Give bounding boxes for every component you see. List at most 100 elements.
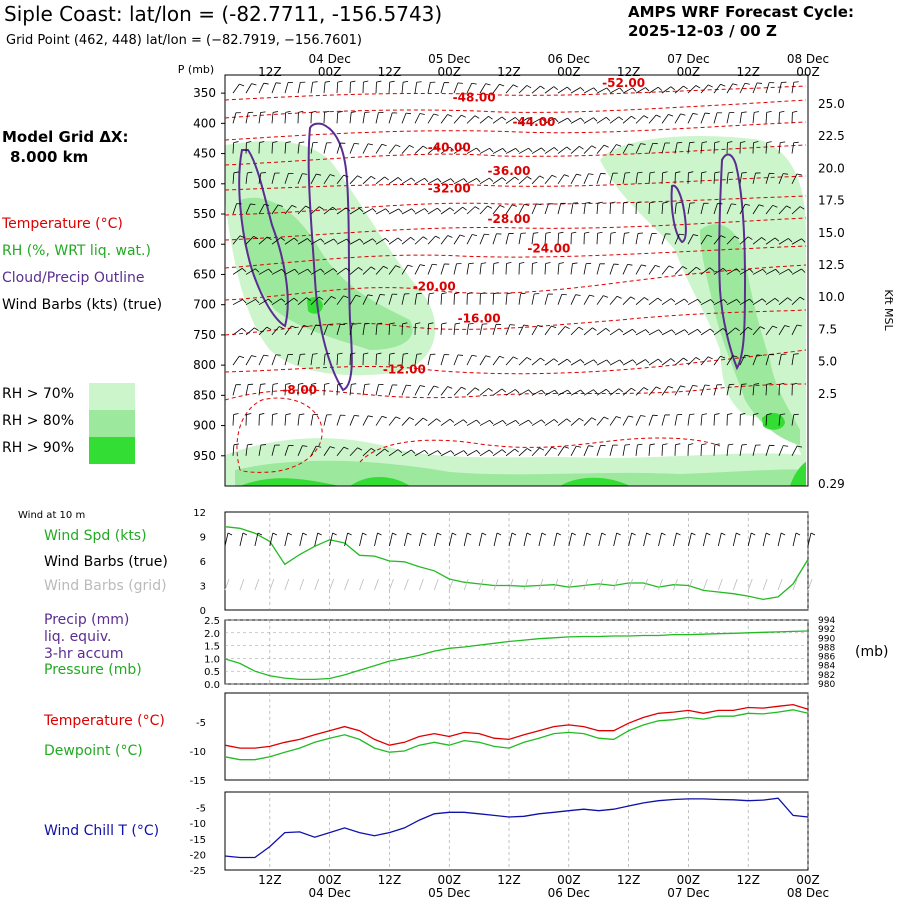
wind-barb xyxy=(427,207,438,215)
wind-barb-flag xyxy=(783,173,789,175)
wind-barb xyxy=(531,117,542,124)
pressure-tick-label: 900 xyxy=(193,419,216,433)
wind-barb-flag xyxy=(786,205,792,209)
top-time-tick: 00Z xyxy=(796,65,820,79)
wind-barb-flag xyxy=(332,206,337,211)
wind-barb xyxy=(427,293,430,305)
wind10-barb-true xyxy=(344,532,348,547)
wind-barb xyxy=(557,117,568,124)
wind-barb xyxy=(466,419,477,426)
wind-barb-flag xyxy=(526,357,532,361)
wind-barb xyxy=(687,113,694,124)
precip-panel-frame xyxy=(224,619,809,685)
wind10-barb-grid xyxy=(762,578,768,591)
wind-barb xyxy=(622,172,626,184)
wind-barb xyxy=(609,87,620,94)
wind-barb-flag xyxy=(563,446,569,449)
wind10-barb-grid xyxy=(374,578,379,591)
wind-barb xyxy=(505,263,507,275)
wind-barb-flag xyxy=(774,297,780,302)
wind-barb-flag xyxy=(499,83,505,87)
wind-barb-flag xyxy=(541,419,546,424)
wind-barb xyxy=(375,112,379,124)
top-date-label: 07 Dec xyxy=(667,52,709,66)
wind-barb xyxy=(609,328,620,336)
wind-barb-flag xyxy=(749,268,754,273)
wind-barb xyxy=(323,142,327,154)
bottom-date-label: 04 Dec xyxy=(308,886,350,900)
wind-barb-flag xyxy=(337,80,343,83)
wind-barb-flag xyxy=(692,113,698,115)
wind-barb xyxy=(375,294,381,305)
wind-barb-flag xyxy=(312,353,318,355)
wind-barb-flag xyxy=(337,111,343,113)
wind-barb-flag xyxy=(357,447,363,451)
wind-barb-flag xyxy=(511,204,517,207)
wind-barb-flag xyxy=(333,238,338,243)
wind10-barb-grid xyxy=(702,578,708,591)
wind-barb xyxy=(583,87,594,94)
wind-barb-flag xyxy=(411,208,416,213)
wind-barb xyxy=(349,112,352,124)
wind-barb-flag xyxy=(649,171,655,174)
wind-barb-flag xyxy=(318,296,324,300)
wind10-barb-true-flag xyxy=(541,532,547,536)
wind-barb xyxy=(297,354,301,366)
wind-barb-flag xyxy=(728,443,734,446)
pressure-tick-label: 950 xyxy=(193,449,216,463)
kft-tick-label: 10.0 xyxy=(818,290,845,304)
wind-barb-flag xyxy=(264,203,270,206)
wind-barb-flag xyxy=(461,386,466,390)
wind-barb xyxy=(544,358,555,366)
wind-barb-flag xyxy=(242,299,247,304)
wind-barb xyxy=(648,143,654,154)
wind-barb xyxy=(778,173,784,184)
wind-barb-flag xyxy=(566,86,572,91)
kft-tick-label: 22.5 xyxy=(818,129,845,143)
wind-barb xyxy=(336,354,339,366)
wind-barb xyxy=(245,172,248,184)
wind-barb xyxy=(583,359,594,366)
wind-barb-flag xyxy=(689,413,695,416)
wind-barb xyxy=(778,205,787,215)
wind-barb xyxy=(284,173,289,184)
wind-barb xyxy=(752,414,754,426)
wind-speed-label: Wind Spd (kts) xyxy=(44,528,147,544)
wind-barb-flag xyxy=(799,206,805,210)
wind-barb-flag xyxy=(524,203,530,206)
wind-barb xyxy=(401,293,405,305)
wind-barb xyxy=(375,384,379,396)
wind10-barb-true xyxy=(284,532,289,547)
wind-barb xyxy=(284,112,287,124)
wind-barb-flag xyxy=(437,207,442,212)
wind-barb xyxy=(648,415,654,426)
wind-barb xyxy=(609,203,611,215)
wind10-barb-true-flag xyxy=(571,532,576,536)
wind-barb xyxy=(349,384,352,396)
wind-barb-flag xyxy=(285,110,291,113)
pressure-tick-right: 986 xyxy=(818,653,835,663)
wind-barb xyxy=(726,384,730,396)
wind10-barb-grid xyxy=(777,578,783,591)
wind-barb-flag xyxy=(792,110,798,113)
wind-barb xyxy=(232,112,237,124)
wind-barb-flag xyxy=(433,113,439,116)
wind10-barb-true-flag xyxy=(676,532,681,536)
wind-barb xyxy=(479,116,489,124)
wind-barb-flag xyxy=(253,235,259,240)
pressure-tick-right: 982 xyxy=(818,671,835,681)
wind-barb-flag xyxy=(489,420,494,425)
wind-barb xyxy=(427,418,437,426)
wind-barb xyxy=(557,389,568,396)
wind-barb xyxy=(596,173,602,184)
top-time-tick: 12Z xyxy=(378,65,402,79)
wind-barb xyxy=(778,414,781,426)
wind-barb-flag xyxy=(407,264,413,267)
wind-barb xyxy=(583,117,594,124)
wind-barb xyxy=(596,87,607,94)
wind-barb-flag xyxy=(610,231,616,234)
precip-tick-label: 2.5 xyxy=(204,616,220,627)
wind-barb-flag xyxy=(735,327,740,332)
wind-barb-flag xyxy=(455,322,461,325)
wind-barb-flag xyxy=(363,80,369,83)
